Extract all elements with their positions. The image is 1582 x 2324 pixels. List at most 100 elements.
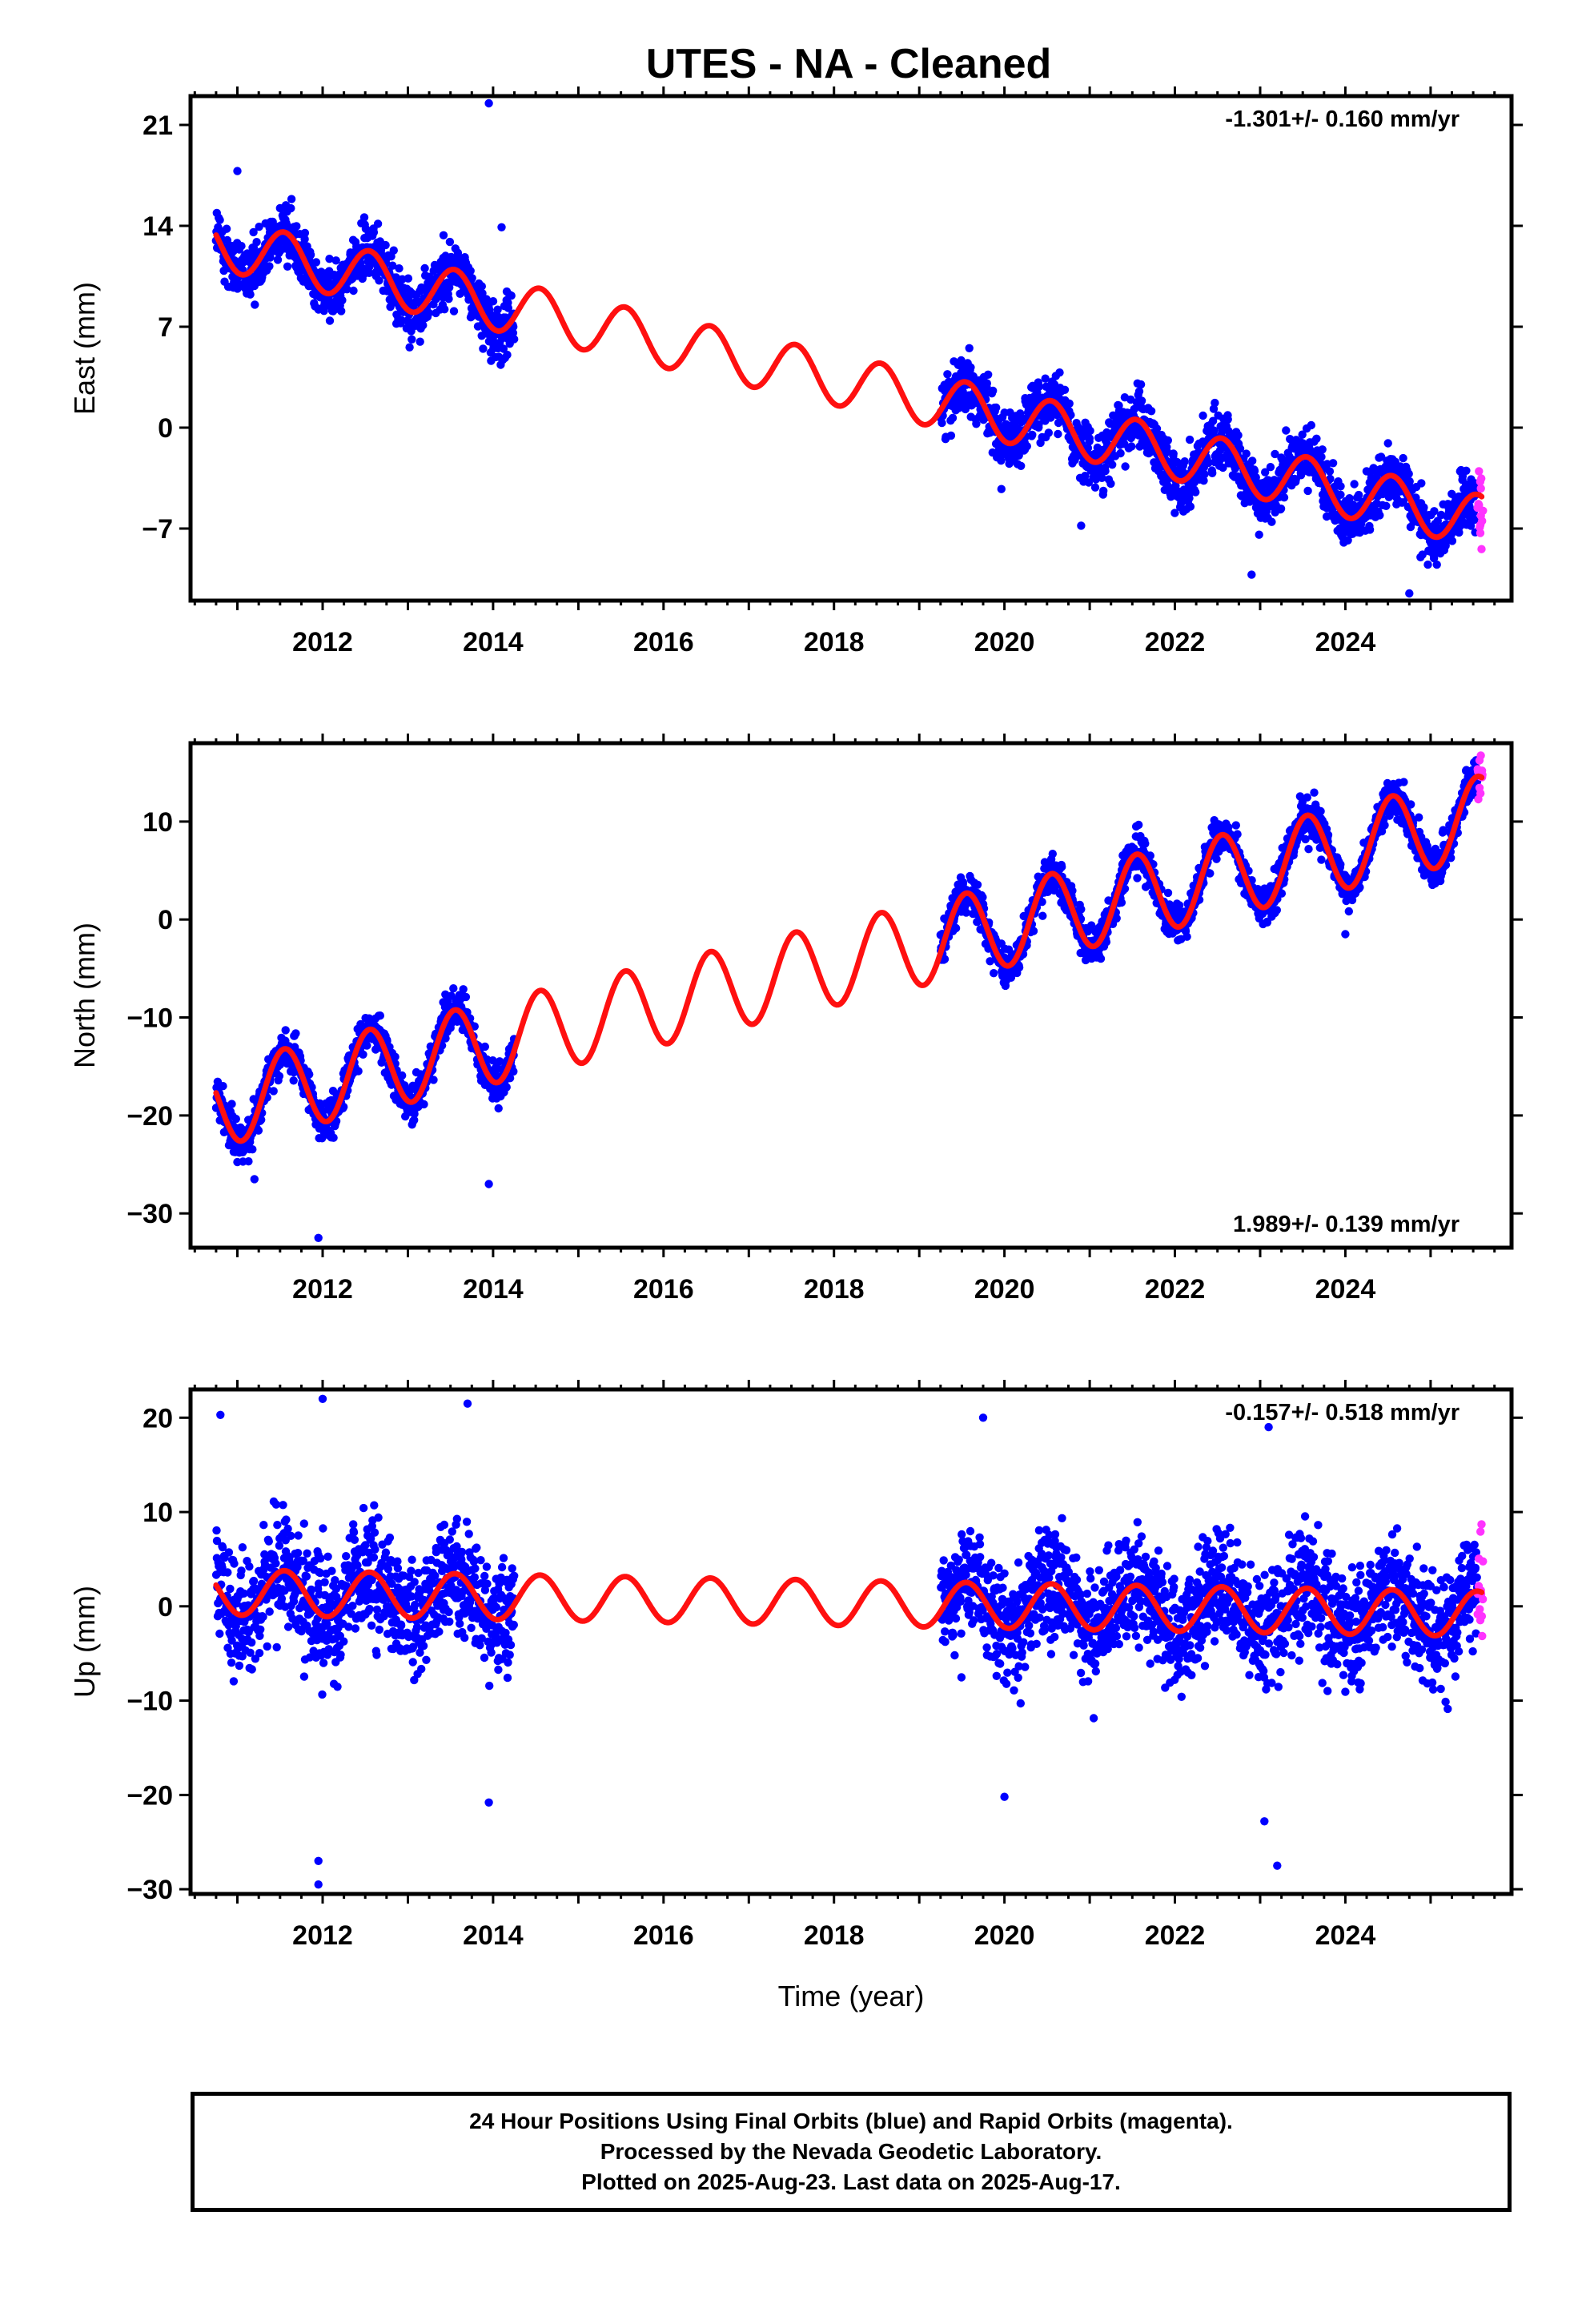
- data-point: [1248, 456, 1257, 465]
- data-point: [1432, 560, 1441, 569]
- data-point: [325, 255, 334, 263]
- data-point: [395, 264, 404, 273]
- chart-title: UTES - NA - Cleaned: [646, 41, 1052, 87]
- data-point: [1185, 435, 1195, 444]
- data-point: [1383, 439, 1392, 448]
- y-tick-label: 14: [143, 211, 173, 242]
- outlier-point: [233, 167, 242, 175]
- data-point: [1419, 503, 1428, 512]
- data-point: [1272, 906, 1282, 915]
- data-point: [337, 307, 346, 316]
- data-point: [1081, 472, 1090, 480]
- data-point: [1133, 874, 1142, 883]
- data-point: [1090, 483, 1100, 492]
- data-point: [1235, 444, 1245, 453]
- y-tick-label: 21: [143, 111, 173, 141]
- data-point: [404, 274, 413, 283]
- plots-group: 2012 2014 2016 2018 2020 2022 2024211470−7East…: [68, 86, 1523, 2012]
- data-point: [1430, 507, 1439, 516]
- plot-east: 2012 2014 2016 2018 2020 2022 2024211470−7East…: [68, 86, 1523, 657]
- data-point: [1028, 430, 1037, 440]
- data-point: [306, 251, 315, 259]
- data-point: [1310, 788, 1319, 797]
- data-point: [1126, 395, 1135, 404]
- data-point: [997, 456, 1006, 465]
- data-point: [1447, 537, 1457, 545]
- data-point: [444, 295, 453, 304]
- data-point: [369, 227, 379, 237]
- data-point: [1169, 449, 1178, 458]
- data-point: [1191, 488, 1200, 497]
- x-tick-label: 2020: [974, 627, 1035, 657]
- data-point: [1085, 434, 1094, 443]
- data-point: [482, 295, 491, 304]
- data-point: [283, 262, 292, 271]
- x-ticks-east: [193, 86, 1496, 610]
- data-point: [246, 290, 255, 299]
- data-point: [215, 215, 224, 224]
- data-point: [1210, 426, 1219, 435]
- data-point: [461, 992, 471, 1002]
- data-point: [1211, 398, 1219, 408]
- x-tick-label: 2012: [292, 627, 353, 657]
- rapid-point: [1476, 484, 1485, 493]
- data-point: [1286, 435, 1295, 444]
- data-point: [1317, 452, 1326, 461]
- data-point: [1423, 560, 1432, 569]
- rapid-point: [1478, 517, 1487, 525]
- data-point: [222, 224, 231, 233]
- data-point: [477, 282, 486, 291]
- data-point: [1014, 963, 1024, 972]
- data-point: [257, 1116, 266, 1124]
- data-point: [1098, 473, 1106, 482]
- data-point: [1136, 380, 1146, 389]
- data-point: [1304, 845, 1313, 854]
- data-point: [1223, 415, 1232, 424]
- data-point: [449, 984, 458, 993]
- data-point: [1255, 530, 1263, 539]
- data-point: [254, 1126, 263, 1135]
- data-point: [251, 300, 259, 309]
- data-point: [289, 1076, 298, 1085]
- data-point: [982, 379, 992, 388]
- plot-area-north: [211, 751, 1487, 1243]
- data-point: [1336, 860, 1345, 869]
- data-point: [1086, 426, 1094, 436]
- data-point: [1242, 449, 1251, 458]
- data-point: [1041, 374, 1050, 383]
- data-point: [1199, 476, 1208, 485]
- data-point: [445, 283, 454, 292]
- data-point: [1219, 463, 1227, 472]
- data-point: [1106, 479, 1115, 489]
- data-point: [373, 219, 383, 228]
- data-point: [1303, 486, 1312, 496]
- data-point: [466, 267, 475, 275]
- data-point: [1466, 521, 1476, 530]
- data-point: [1343, 536, 1352, 545]
- data-point: [1271, 449, 1279, 459]
- data-point: [1250, 467, 1259, 476]
- data-point: [1354, 490, 1363, 500]
- data-point: [349, 286, 358, 296]
- data-point: [231, 1115, 240, 1124]
- data-point: [948, 413, 958, 423]
- data-point: [1418, 550, 1427, 559]
- data-point: [1212, 854, 1221, 863]
- data-point: [445, 237, 455, 247]
- data-point: [363, 1041, 371, 1050]
- data-point: [1182, 932, 1191, 941]
- data-point: [1112, 914, 1121, 923]
- data-point: [292, 222, 301, 231]
- data-point: [1121, 462, 1130, 471]
- data-point: [1152, 424, 1162, 433]
- data-point: [1141, 839, 1150, 848]
- data-point: [287, 203, 295, 213]
- data-point: [1429, 553, 1439, 563]
- data-point: [1350, 480, 1359, 489]
- data-point: [1365, 525, 1375, 534]
- data-point: [248, 1145, 257, 1154]
- data-point: [1208, 468, 1217, 477]
- data-point: [1267, 517, 1276, 526]
- data-point: [1163, 888, 1173, 898]
- data-point: [375, 276, 383, 285]
